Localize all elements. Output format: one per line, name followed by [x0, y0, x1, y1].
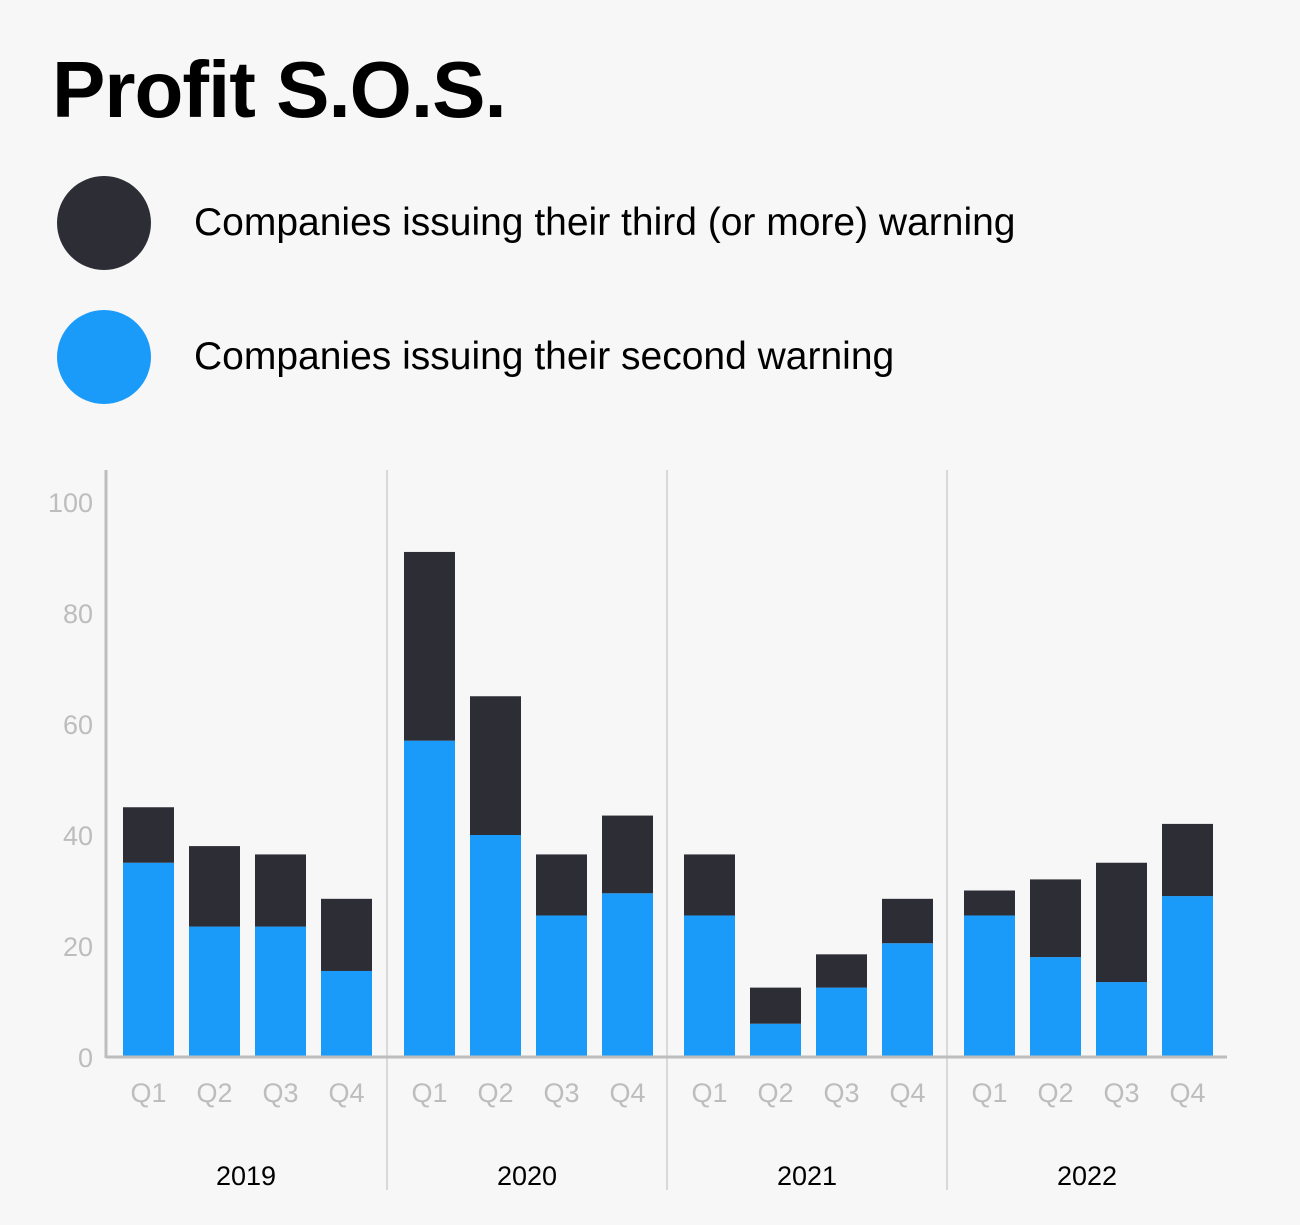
x-tick-label: Q3 [1103, 1078, 1139, 1108]
legend-swatch-third-warning [57, 176, 151, 270]
x-tick-label: Q3 [823, 1078, 859, 1108]
bar-third-warning [1096, 862, 1147, 983]
y-tick-label: 20 [63, 932, 93, 962]
bar-third-warning [1162, 823, 1213, 897]
bar-second-warning [750, 1023, 801, 1057]
bar-second-warning [964, 915, 1015, 1057]
x-tick-label: Q1 [411, 1078, 447, 1108]
bar-second-warning [882, 943, 933, 1057]
x-group-label: 2019 [216, 1161, 276, 1191]
bar-second-warning [321, 970, 372, 1057]
x-tick-label: Q1 [691, 1078, 727, 1108]
x-tick-label: Q3 [543, 1078, 579, 1108]
bar-third-warning [816, 954, 867, 988]
x-tick-label: Q2 [757, 1078, 793, 1108]
bar-second-warning [684, 915, 735, 1057]
legend-label-second-warning: Companies issuing their second warning [194, 335, 895, 378]
bar-third-warning [1030, 879, 1081, 958]
chart-title: Profit S.O.S. [52, 45, 507, 134]
bar-second-warning [1162, 896, 1213, 1057]
x-tick-label: Q4 [1169, 1078, 1205, 1108]
bar-third-warning [964, 890, 1015, 916]
bar-second-warning [123, 862, 174, 1057]
x-group-label: 2022 [1057, 1161, 1117, 1191]
y-tick-label: 40 [63, 821, 93, 851]
bar-third-warning [404, 551, 455, 741]
x-tick-label: Q2 [196, 1078, 232, 1108]
x-tick-label: Q1 [971, 1078, 1007, 1108]
x-group-label: 2021 [777, 1161, 837, 1191]
bar-second-warning [189, 926, 240, 1057]
legend-swatch-second-warning [57, 310, 151, 404]
bar-third-warning [470, 696, 521, 835]
bar-third-warning [536, 854, 587, 916]
bar-third-warning [602, 815, 653, 894]
bar-second-warning [602, 893, 653, 1057]
bar-second-warning [255, 926, 306, 1057]
x-tick-label: Q3 [262, 1078, 298, 1108]
x-tick-label: Q4 [609, 1078, 645, 1108]
x-group-label: 2020 [497, 1161, 557, 1191]
y-tick-label: 80 [63, 599, 93, 629]
x-tick-label: Q1 [130, 1078, 166, 1108]
x-tick-label: Q2 [477, 1078, 513, 1108]
bar-third-warning [255, 854, 306, 927]
legend-label-third-warning: Companies issuing their third (or more) … [194, 201, 1016, 244]
bar-second-warning [1030, 957, 1081, 1057]
bar-third-warning [750, 987, 801, 1024]
y-tick-label: 0 [78, 1043, 93, 1073]
bar-second-warning [470, 835, 521, 1057]
bar-second-warning [536, 915, 587, 1057]
bar-third-warning [123, 807, 174, 863]
bar-third-warning [882, 898, 933, 944]
bar-third-warning [189, 846, 240, 927]
bar-second-warning [816, 987, 867, 1057]
x-tick-label: Q4 [328, 1078, 364, 1108]
bar-second-warning [404, 740, 455, 1057]
x-tick-label: Q2 [1037, 1078, 1073, 1108]
y-tick-label: 60 [63, 710, 93, 740]
y-tick-label: 100 [48, 488, 93, 518]
x-tick-label: Q4 [889, 1078, 925, 1108]
bar-second-warning [1096, 982, 1147, 1057]
bar-third-warning [321, 898, 372, 971]
bar-third-warning [684, 854, 735, 916]
